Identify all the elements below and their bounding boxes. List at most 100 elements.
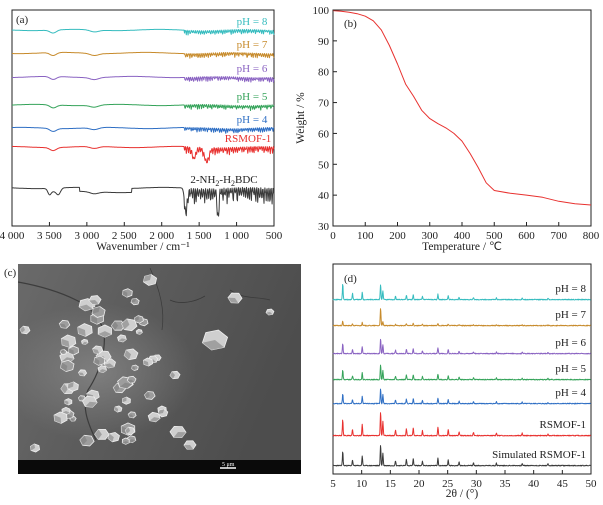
sem-crystal-face	[134, 315, 139, 322]
sem-crystal-face	[54, 415, 62, 424]
pxrd-x-tick-label: 45	[557, 478, 569, 490]
ftir-x-tick-label: 2 500	[112, 230, 137, 242]
pxrd-series-label: pH = 5	[555, 363, 586, 375]
tga-x-tick-label: 800	[583, 230, 600, 242]
pxrd-panel-label: (d)	[344, 273, 357, 285]
sem-crystal-face	[113, 383, 120, 393]
sem-crystal-face	[62, 411, 70, 415]
sem-crystal-face	[78, 372, 85, 376]
tga-y-tick-label: 70	[318, 98, 330, 110]
sem-image: 5 μm (c)	[4, 264, 301, 474]
ftir-series-label: 2-NH2-H2BDC	[190, 174, 257, 188]
sem-crystal-face	[68, 348, 74, 355]
sem-crystal-face	[131, 298, 137, 303]
sem-crystal-face	[125, 427, 131, 434]
ftir-x-axis-label: Wavenumber / cm⁻¹	[96, 241, 190, 253]
sem-crystal-face	[85, 401, 98, 408]
sem-crystal-face	[60, 362, 68, 372]
sem-crack	[169, 289, 271, 303]
tga-x-tick-label: 300	[422, 230, 439, 242]
ftir-x-tick-label: 4 000	[0, 230, 25, 242]
ftir-trace	[11, 75, 275, 83]
ftir-x-tick-label: 3 500	[37, 230, 62, 242]
ftir-series-label: pH = 8	[237, 16, 268, 28]
sem-crystal-face	[64, 400, 69, 405]
ftir-series-label: pH = 5	[237, 91, 268, 103]
pxrd-series-label: pH = 8	[555, 283, 586, 295]
sem-crystal-face	[202, 340, 225, 350]
sem-crystal-face	[90, 315, 98, 325]
sem-crystal-face	[20, 326, 25, 333]
sem-crystal-face	[79, 304, 93, 311]
tga-x-tick-label: 200	[389, 230, 406, 242]
pxrd-series-label: pH = 7	[555, 309, 586, 321]
ftir-trace	[11, 126, 275, 134]
pxrd-series-label: Simulated RSMOF-1	[492, 449, 586, 461]
ftir-label-part: 2-NH	[190, 174, 215, 186]
sem-crystal-face	[92, 306, 100, 314]
ftir-x-tick-label: 500	[266, 230, 283, 242]
pxrd-x-tick-label: 50	[586, 478, 598, 490]
sem-crystal-face	[184, 445, 194, 450]
sem-crystal-face	[60, 349, 65, 353]
tga-x-tick-label: 700	[551, 230, 568, 242]
sem-crack	[149, 267, 164, 331]
sem-crystal-face	[170, 371, 175, 379]
ftir-label-part: BDC	[235, 174, 258, 186]
sem-crystal-face	[136, 331, 143, 335]
sem-crystal-face	[121, 318, 130, 330]
ftir-x-tick-label: 1 000	[224, 230, 249, 242]
ftir-x-tick-label: 1 500	[187, 230, 212, 242]
ftir-trace	[11, 103, 275, 111]
pxrd-trace	[332, 364, 591, 381]
tga-x-tick-label: 500	[486, 230, 503, 242]
ftir-trace	[11, 28, 275, 36]
sem-crystal-face	[111, 321, 119, 331]
sem-crystal-face	[118, 338, 127, 342]
ftir-x-tick-label: 3 000	[74, 230, 99, 242]
sem-panel-label: (c)	[4, 267, 17, 279]
sem-crystal-face	[82, 341, 88, 345]
pxrd-x-tick-label: 20	[414, 478, 426, 490]
sem-crystal-face	[119, 382, 133, 389]
tga-y-axis-label: Weight / %	[295, 92, 307, 144]
sem-crystal-face	[114, 406, 119, 413]
tga-y-tick-label: 30	[318, 221, 330, 233]
tga-x-tick-label: 100	[357, 230, 374, 242]
pxrd-trace	[332, 445, 591, 467]
pxrd-trace	[332, 284, 591, 301]
sem-crystal-face	[128, 414, 134, 418]
sem-crystal-face	[128, 439, 136, 443]
sem-crystals	[19, 274, 275, 453]
tga-plot-frame	[332, 9, 592, 227]
ftir-trace	[11, 186, 275, 217]
sem-crystal-face	[266, 312, 273, 315]
pxrd-trace	[332, 388, 591, 405]
pxrd-x-axis-label: 2θ / (°)	[446, 488, 479, 500]
sem-crystal-face	[89, 300, 99, 305]
ftir-series-label: pH = 7	[237, 39, 268, 51]
ftir-trace	[11, 51, 275, 59]
pxrd-trace	[332, 412, 592, 437]
pxrd-x-tick-label: 25	[442, 478, 454, 490]
sem-crystal-face	[67, 381, 74, 389]
tga-panel: (b) 0 100 200 300 400 500 600 700 800 30 40 50 60 70 8…	[295, 5, 600, 253]
pxrd-plot-frame	[332, 263, 592, 475]
sem-crystal-face	[79, 435, 87, 446]
sem-info-bar	[18, 460, 301, 474]
ftir-trace	[11, 145, 275, 164]
pxrd-x-tick-label: 5	[330, 478, 336, 490]
sem-crystal-face	[78, 395, 82, 401]
pxrd-x-tick-label: 35	[500, 478, 512, 490]
sem-crystal-face	[158, 409, 165, 414]
sem-crystal-face	[127, 379, 135, 383]
ftir-series-label: RSMOF-1	[225, 133, 271, 145]
pxrd-panel: (d) Simulated RSMOF-1 RSMOF-1 pH = 4 pH = 5…	[330, 263, 598, 500]
tga-y-tick-label: 40	[318, 190, 330, 202]
ftir-label-sub: 2	[215, 179, 219, 188]
sem-crystal-face	[77, 327, 86, 337]
ftir-label-sub: 2	[231, 179, 235, 188]
ftir-x-tick-label: 2 000	[149, 230, 174, 242]
